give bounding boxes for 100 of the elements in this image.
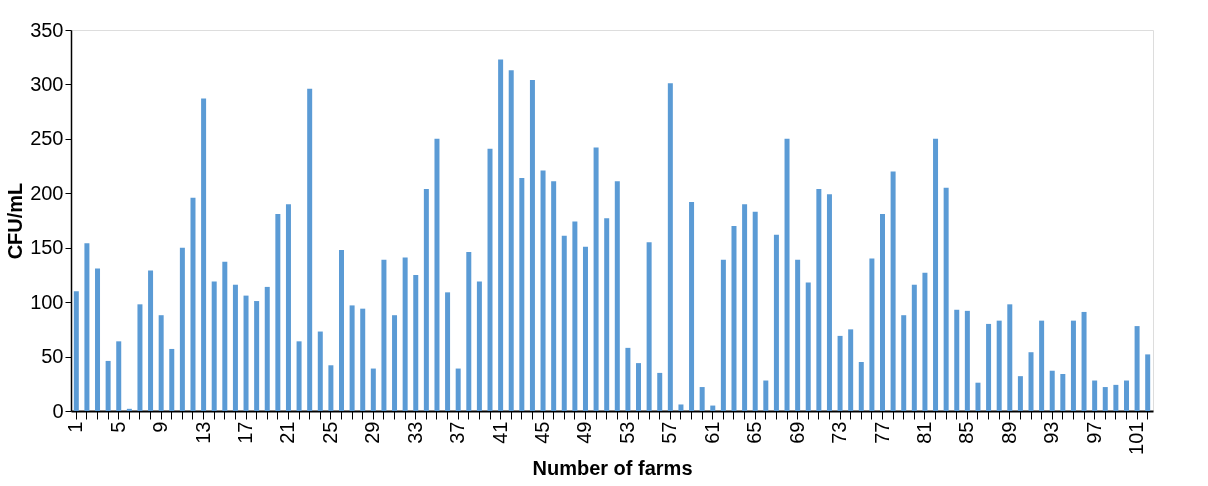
bar	[307, 88, 313, 411]
x-tick-label: 45	[531, 421, 554, 444]
x-tick-label: 81	[912, 421, 935, 444]
bar	[572, 221, 578, 411]
bar	[222, 261, 228, 411]
bar	[116, 341, 122, 411]
bar	[784, 138, 790, 411]
bar	[667, 83, 673, 411]
x-tick-label: 77	[870, 421, 893, 444]
bar	[720, 259, 726, 411]
x-tick-label: 17	[234, 421, 257, 444]
bar	[275, 213, 281, 411]
bar	[933, 138, 939, 411]
bar	[339, 249, 344, 411]
bar	[826, 194, 832, 411]
bar	[795, 259, 801, 411]
bar	[954, 309, 960, 411]
bar	[805, 282, 811, 411]
x-tick-label: 101	[1125, 421, 1148, 455]
bar	[816, 188, 822, 411]
bar	[646, 242, 652, 411]
bar	[95, 268, 101, 411]
bar	[158, 315, 164, 411]
bar	[689, 201, 695, 411]
bar	[1060, 373, 1066, 411]
bar	[519, 178, 525, 411]
bar	[1070, 320, 1076, 411]
bar	[529, 80, 535, 411]
bar	[996, 320, 1002, 411]
bar	[105, 360, 111, 411]
bar	[487, 148, 493, 411]
x-tick-label: 5	[106, 421, 129, 433]
bar	[360, 308, 366, 411]
bar	[1123, 380, 1129, 411]
bar	[370, 368, 376, 411]
bar	[423, 188, 429, 411]
bar	[625, 347, 631, 411]
y-tick-label: 150	[30, 236, 64, 259]
bar	[848, 329, 854, 411]
bar	[169, 348, 175, 411]
bar	[264, 286, 270, 411]
x-tick-label: 93	[1040, 421, 1063, 444]
bar	[232, 284, 238, 411]
bar	[498, 59, 504, 411]
x-tick-label: 49	[573, 421, 596, 444]
bar	[551, 181, 557, 411]
x-tick-label: 57	[658, 421, 681, 444]
bar	[964, 310, 970, 411]
bar	[285, 204, 291, 411]
bar	[508, 70, 514, 411]
bar	[869, 258, 875, 411]
bar	[901, 315, 907, 411]
y-tick-label: 250	[30, 127, 64, 150]
x-tick-label: 41	[488, 421, 511, 444]
bar	[148, 270, 154, 411]
bar	[922, 272, 928, 411]
x-tick-label: 1	[64, 421, 87, 433]
bar	[943, 187, 949, 411]
y-tick-label: 100	[30, 290, 64, 313]
bar	[126, 408, 132, 411]
bar	[434, 138, 440, 411]
bar	[137, 304, 143, 411]
bar	[975, 382, 981, 411]
bar	[911, 284, 917, 411]
bar	[1007, 304, 1013, 411]
bar	[837, 335, 843, 411]
bar	[296, 341, 302, 411]
bar	[561, 235, 567, 411]
x-tick-label: 21	[276, 421, 299, 444]
bar	[1017, 376, 1023, 411]
bar	[392, 315, 398, 411]
bar	[678, 404, 684, 411]
bar	[604, 218, 610, 411]
bar	[73, 291, 79, 411]
bar	[328, 365, 334, 411]
bar	[190, 197, 196, 411]
bar	[84, 243, 90, 411]
x-tick-label: 73	[828, 421, 851, 444]
x-tick-label: 85	[955, 421, 978, 444]
bar	[1102, 387, 1108, 411]
bar	[1145, 354, 1151, 411]
bar	[1049, 370, 1055, 411]
bar	[710, 405, 716, 411]
bar	[657, 372, 663, 411]
bar	[402, 257, 408, 411]
y-tick-label: 0	[52, 399, 64, 422]
y-axis-title: CFU/mL	[4, 182, 27, 260]
bar	[582, 246, 588, 411]
bar	[763, 380, 769, 411]
x-tick-label: 69	[785, 421, 808, 444]
bar	[742, 204, 748, 411]
y-tick-label: 50	[41, 345, 64, 368]
bar	[254, 301, 260, 411]
bar	[890, 171, 896, 411]
y-tick-label: 200	[30, 181, 64, 204]
x-tick-label: 25	[318, 421, 341, 444]
x-tick-label: 97	[1082, 421, 1105, 444]
bar	[179, 247, 185, 411]
bar	[1113, 384, 1119, 411]
bar	[880, 213, 885, 411]
